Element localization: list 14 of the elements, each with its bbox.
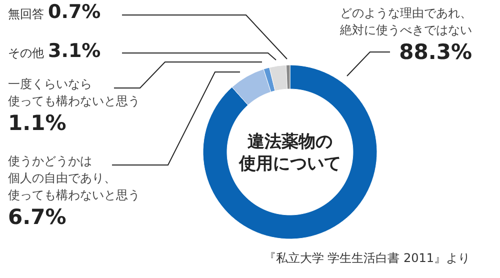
slice-label: 無回答 [8,7,44,21]
data-label: 6.7% [8,205,66,229]
data-label: 0.7% [48,1,101,23]
text: 『私立大学 学生生活白書 2011』より [264,251,470,265]
donut-slice [202,64,378,240]
data-label: 1.1% [8,111,66,135]
slice-label: どのような理由であれ、絶対に使うべきではない [339,6,472,37]
text: 違法薬物の使用について [238,132,341,174]
donut-slice [232,68,272,106]
slice-label: その他 [8,46,44,60]
slice-label: 使うかどうかは個人の自由であり、使っても構わないと思う [8,154,140,202]
data-label: 3.1% [48,40,101,62]
data-label: 88.3% [399,40,472,64]
slice-label: 一度くらいなら使っても構わないと思う [8,77,140,108]
